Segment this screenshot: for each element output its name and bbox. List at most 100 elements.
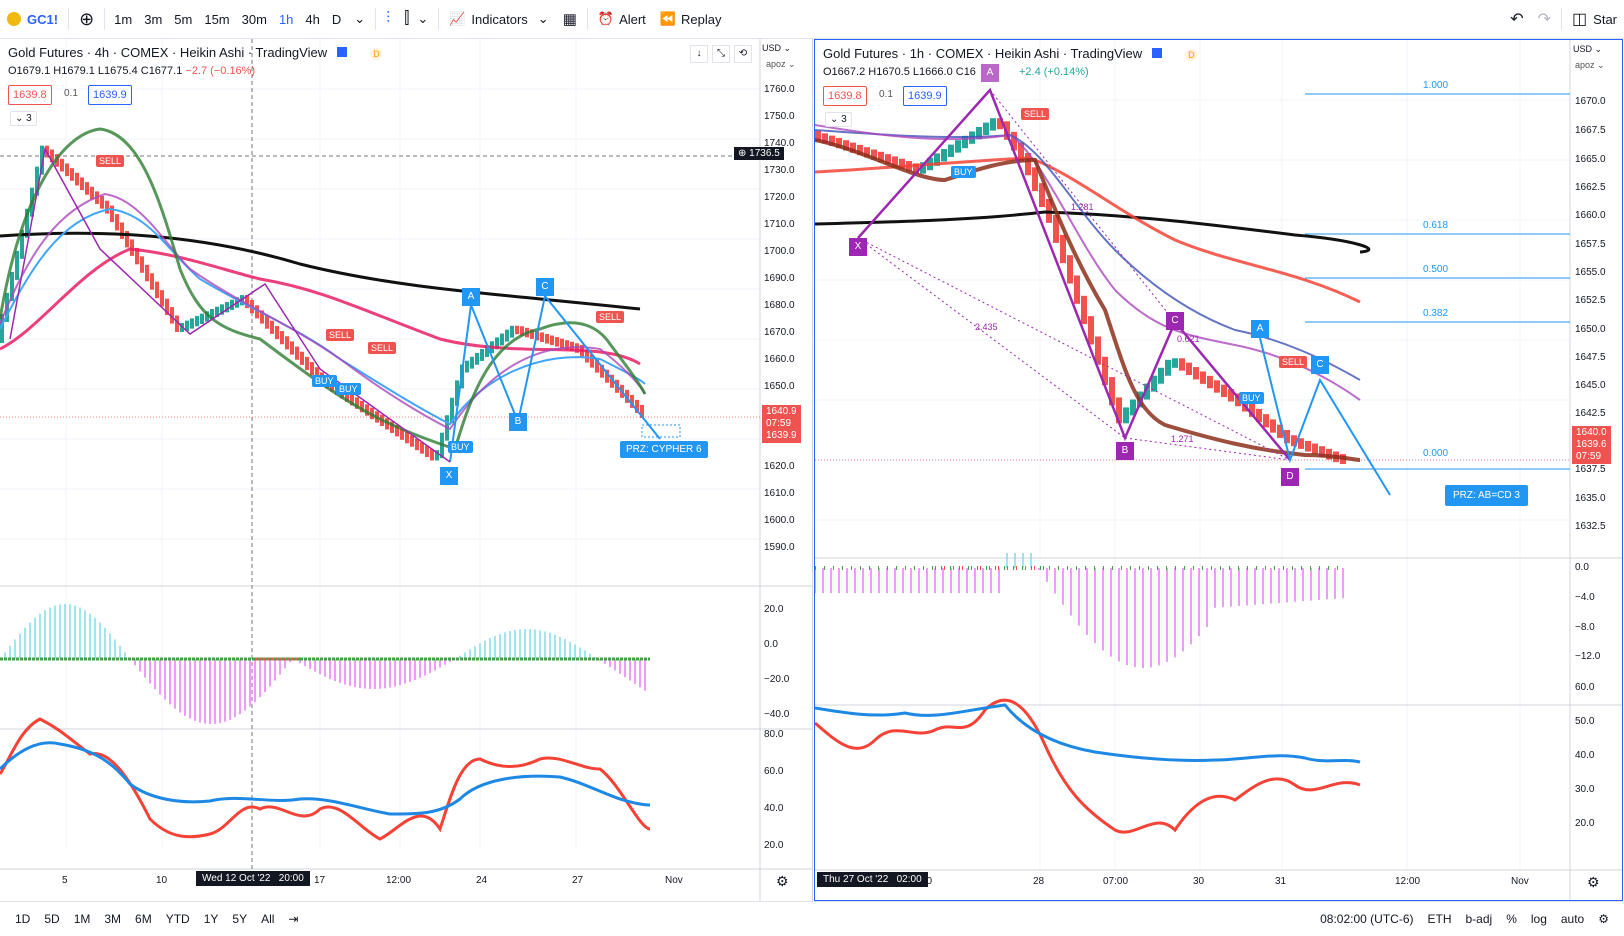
settings-gear-icon[interactable]: ⚙ bbox=[1598, 912, 1609, 926]
chart-type-candles-button[interactable]: ⫿ ⌄ bbox=[397, 0, 435, 38]
range-5d[interactable]: 5D bbox=[44, 912, 60, 926]
buy-price-button[interactable]: 1639.9 bbox=[88, 85, 132, 105]
templates-button[interactable]: ▦ bbox=[556, 0, 584, 38]
candle bbox=[1018, 142, 1024, 161]
settings-gear-icon[interactable]: ⚙ bbox=[776, 873, 789, 889]
timezone-button[interactable]: 08:02:00 (UTC-6) bbox=[1320, 912, 1414, 926]
price-axis-right[interactable]: 1670.0 1667.5 1665.0 1662.5 1660.0 1657.… bbox=[1575, 40, 1621, 870]
sell-price-button[interactable]: 1639.8 bbox=[8, 85, 52, 105]
range-3m[interactable]: 3M bbox=[104, 912, 122, 926]
timeframe-15m[interactable]: 15m bbox=[204, 11, 230, 27]
right-chart-canvas[interactable] bbox=[815, 40, 1622, 900]
price-axis-left[interactable]: 1760.0 1750.0 1740.0 1730.0 1720.0 1710.… bbox=[764, 39, 812, 869]
crosshair-price-text: 1736.5 bbox=[749, 148, 780, 159]
macd-histogram-right bbox=[815, 553, 1344, 668]
alert-button[interactable]: ⏰ Alert bbox=[591, 0, 653, 38]
settings-gear-icon[interactable]: ⚙ bbox=[1587, 874, 1600, 890]
candle bbox=[640, 404, 644, 418]
indicators-collapse-button[interactable]: ⌄ 3 bbox=[10, 111, 37, 126]
indicators-button[interactable]: 📈 Indicators ⌄ bbox=[442, 0, 555, 38]
log-toggle[interactable]: log bbox=[1530, 912, 1547, 926]
symbol-search[interactable]: GC1! bbox=[0, 0, 65, 38]
time-tick: 31 bbox=[1275, 876, 1287, 887]
currency-label[interactable]: USD ⌄ bbox=[762, 43, 792, 53]
pattern-point-c-blue: C bbox=[1311, 356, 1329, 374]
redo-button[interactable]: ↷ bbox=[1531, 0, 1558, 38]
high-value: H1670.5 bbox=[868, 66, 910, 78]
signal-sell: SELL bbox=[326, 329, 355, 341]
timeframe-4h[interactable]: 4h bbox=[305, 11, 320, 27]
session-button[interactable]: ETH bbox=[1427, 912, 1452, 926]
compare-button[interactable]: ⊕ bbox=[72, 0, 101, 38]
candle bbox=[829, 135, 835, 146]
chart-pane-right[interactable]: Gold Futures · 1h · COMEX · Heikin Ashi … bbox=[814, 39, 1623, 901]
chart-title-text: Gold Futures · 1h · COMEX · Heikin Ashi … bbox=[823, 46, 1143, 61]
timeframe-1m[interactable]: 1m bbox=[114, 11, 133, 27]
timeframe-dropdown[interactable]: ⌄ bbox=[347, 0, 372, 38]
indicators-collapse-button[interactable]: ⌄ 3 bbox=[825, 112, 852, 127]
timeframe-30m[interactable]: 30m bbox=[241, 11, 267, 27]
rsi-tick: 60.0 bbox=[1575, 682, 1595, 693]
rsi-tick: 40.0 bbox=[1575, 750, 1595, 761]
pattern-point-b: B bbox=[509, 413, 527, 431]
candle bbox=[270, 320, 274, 334]
range-ytd[interactable]: YTD bbox=[165, 912, 190, 926]
scale-mode[interactable]: apoz ⌄ bbox=[766, 59, 796, 69]
timeframe-5m[interactable]: 5m bbox=[174, 11, 193, 27]
range-1m[interactable]: 1M bbox=[73, 912, 91, 926]
indicator-count: 3 bbox=[26, 113, 32, 124]
buy-price-button[interactable]: 1639.9 bbox=[903, 86, 947, 106]
date-range-button[interactable]: ⇥ bbox=[281, 912, 305, 926]
high-value: H1679.1 bbox=[53, 65, 95, 77]
candle bbox=[885, 154, 891, 165]
timeframe-1h[interactable]: 1h bbox=[278, 11, 294, 27]
candle bbox=[1067, 255, 1073, 284]
candle bbox=[175, 315, 179, 332]
range-all[interactable]: All bbox=[261, 912, 275, 926]
adjustment-button[interactable]: b-adj bbox=[1465, 912, 1493, 926]
replay-button[interactable]: ⏪ Replay bbox=[653, 0, 729, 38]
chart-pane-left[interactable]: Gold Futures · 4h · COMEX · Heikin Ashi … bbox=[0, 39, 813, 901]
flag-icon bbox=[1151, 48, 1162, 58]
bottom-toolbar: 1D 5D 1M 3M 6M YTD 1Y 5Y All ⇥ 08:02:00 … bbox=[0, 901, 1624, 936]
collapse-icon[interactable]: ⤡ bbox=[712, 45, 730, 63]
scale-mode[interactable]: apoz ⌄ bbox=[1575, 60, 1605, 70]
ratio-label: 0.621 bbox=[1177, 334, 1200, 344]
countdown-value: 07:59 bbox=[766, 418, 792, 429]
range-1d[interactable]: 1D bbox=[15, 912, 31, 926]
signal-buy: BUY bbox=[336, 383, 361, 395]
move-down-icon[interactable]: ↓ bbox=[690, 45, 708, 63]
undo-button[interactable]: ↶ bbox=[1503, 0, 1530, 38]
fib-levels bbox=[1305, 93, 1570, 470]
price-tick: 1710.0 bbox=[764, 219, 795, 230]
candle bbox=[1081, 295, 1087, 325]
candle bbox=[120, 222, 124, 239]
price-tick: 1662.5 bbox=[1575, 182, 1606, 193]
chart-type-bars-button[interactable]: ⫶ bbox=[379, 0, 397, 38]
candle bbox=[822, 133, 828, 144]
range-1y[interactable]: 1Y bbox=[203, 912, 219, 926]
candle bbox=[1011, 131, 1017, 151]
percent-toggle[interactable]: % bbox=[1506, 912, 1517, 926]
sell-price-button[interactable]: 1639.8 bbox=[823, 86, 867, 106]
candle bbox=[1207, 375, 1213, 389]
candles-right bbox=[815, 118, 1346, 464]
timeframe-3m[interactable]: 3m bbox=[144, 11, 163, 27]
candle bbox=[65, 163, 69, 177]
candle bbox=[1284, 429, 1290, 444]
timeframe-d[interactable]: D bbox=[331, 11, 342, 27]
currency-label[interactable]: USD ⌄ bbox=[1573, 44, 1603, 54]
candle bbox=[230, 299, 234, 311]
range-5y[interactable]: 5Y bbox=[232, 912, 248, 926]
auto-toggle[interactable]: auto bbox=[1560, 912, 1585, 926]
refresh-icon[interactable]: ⟲ bbox=[734, 45, 752, 63]
range-6m[interactable]: 6M bbox=[135, 912, 152, 926]
left-chart-canvas[interactable] bbox=[0, 39, 812, 901]
candle bbox=[465, 360, 469, 373]
candle bbox=[1298, 438, 1304, 449]
candle bbox=[500, 333, 504, 346]
layout-button[interactable]: ◫ Star bbox=[1565, 0, 1624, 38]
time-tick: 24 bbox=[476, 875, 488, 886]
chart-title-text: Gold Futures · 4h · COMEX · Heikin Ashi … bbox=[8, 45, 328, 60]
candle bbox=[470, 356, 474, 369]
